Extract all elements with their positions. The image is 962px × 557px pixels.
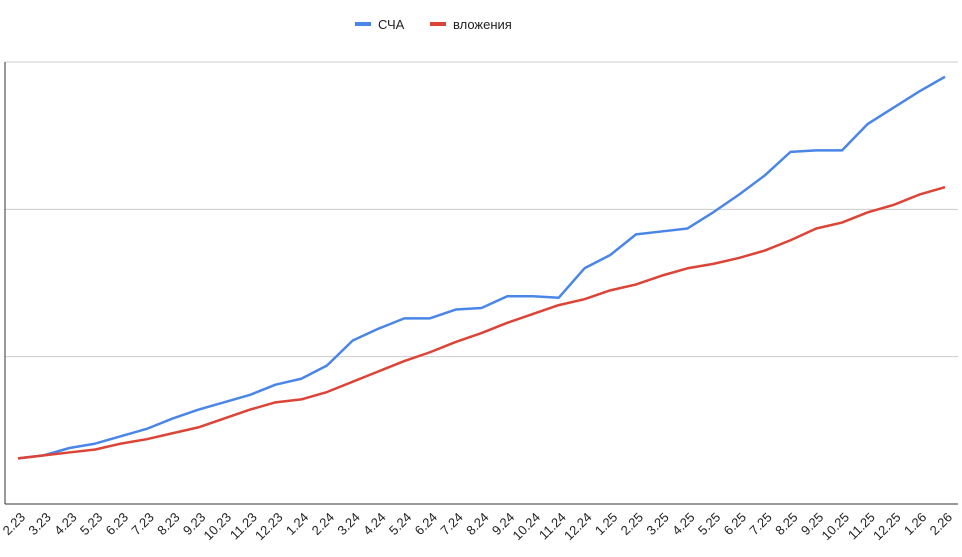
legend-label: вложения: [453, 17, 512, 32]
x-tick-label: 8.25: [772, 510, 801, 539]
x-tick-label: 7.24: [437, 510, 466, 539]
x-tick-label: 3.24: [334, 510, 363, 539]
x-tick-label: 12.24: [561, 510, 595, 544]
x-tick-label: 5.24: [386, 510, 415, 539]
legend-label: СЧА: [378, 17, 405, 32]
x-tick-label: 12.23: [252, 510, 286, 544]
x-tick-label: 8.23: [154, 510, 183, 539]
x-tick-label: 2.26: [927, 510, 956, 539]
x-tick-label: 1.26: [901, 510, 930, 539]
x-tick-label: 7.23: [128, 510, 157, 539]
x-tick-label: 4.25: [669, 510, 698, 539]
series-line: [17, 75, 946, 460]
x-tick-label: 3.23: [25, 510, 54, 539]
x-tick-label: 1.24: [283, 510, 312, 539]
x-tick-label: 6.23: [103, 510, 132, 539]
x-tick-label: 6.25: [721, 510, 750, 539]
x-tick-label: 3.25: [643, 510, 672, 539]
x-tick-label: 10.24: [510, 510, 544, 544]
x-tick-label: 8.24: [463, 510, 492, 539]
x-tick-label: 11.23: [227, 510, 260, 543]
x-tick-label: 10.23: [201, 510, 235, 544]
x-tick-label: 2.24: [309, 510, 338, 539]
x-tick-label: 10.25: [819, 510, 853, 544]
x-tick-label: 11.24: [536, 510, 569, 543]
x-tick-label: 2.25: [618, 510, 647, 539]
x-tick-label: 5.25: [695, 510, 724, 539]
x-tick-label: 4.24: [360, 510, 389, 539]
x-tick-label: 7.25: [746, 510, 775, 539]
x-tick-label: 1.25: [592, 510, 621, 539]
x-tick-label: 4.23: [51, 510, 80, 539]
x-tick-label: 5.23: [77, 510, 106, 539]
x-tick-label: 6.24: [412, 510, 441, 539]
x-tick-label: 2.23: [0, 510, 28, 539]
x-tick-label: 11.25: [845, 510, 878, 543]
x-tick-label: 12.25: [870, 510, 904, 544]
series-line: [17, 186, 946, 460]
